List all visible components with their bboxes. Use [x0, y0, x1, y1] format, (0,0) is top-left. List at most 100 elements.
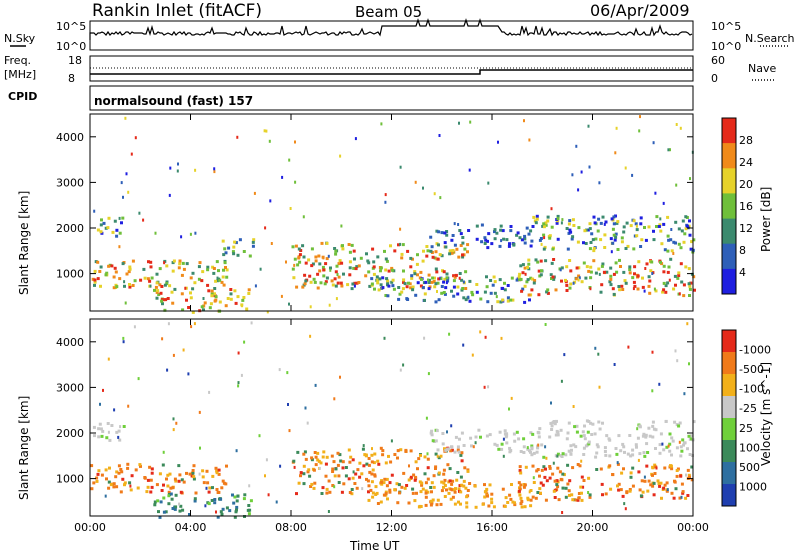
scatter-cell: [631, 173, 634, 177]
scatter-cell: [375, 275, 379, 279]
scatter-cell: [571, 218, 575, 222]
scatter-cell: [410, 274, 414, 278]
scatter-cell: [690, 465, 694, 469]
scatter-cell: [674, 487, 678, 491]
scatter-cell: [288, 158, 291, 162]
scatter-cell: [386, 497, 389, 501]
scatter-cell: [680, 229, 684, 233]
scatter-cell: [400, 290, 404, 294]
scatter-cell: [553, 479, 557, 483]
scatter-cell: [495, 231, 499, 235]
scatter-cell: [340, 284, 344, 288]
scatter-cell: [396, 501, 400, 505]
scatter-cell: [512, 432, 516, 436]
scatter-cell: [523, 505, 527, 509]
nsky-panel-frame: [89, 20, 694, 51]
scatter-cell: [225, 275, 229, 279]
scatter-cell: [666, 270, 670, 274]
scatter-cell: [509, 298, 513, 302]
scatter-cell: [640, 479, 644, 483]
scatter-cell: [609, 283, 613, 287]
scatter-cell: [390, 473, 394, 477]
scatter-cell: [659, 481, 663, 485]
scatter-cell: [242, 296, 246, 299]
scatter-cell: [654, 428, 658, 432]
scatter-cell: [451, 479, 455, 483]
scatter-cell: [119, 425, 122, 429]
scatter-cell: [486, 246, 490, 250]
scatter-cell: [580, 475, 584, 479]
scatter-cell: [619, 488, 623, 492]
scatter-cell: [224, 482, 228, 486]
scatter-cell: [402, 278, 406, 282]
scatter-cell: [460, 278, 464, 282]
scatter-cell: [433, 256, 437, 260]
scatter-cell: [348, 250, 352, 254]
scatter-cell: [625, 221, 629, 225]
scatter-cell: [548, 236, 552, 240]
scatter-cell: [314, 455, 318, 459]
scatter-cell: [121, 477, 125, 481]
scatter-cell: [667, 238, 671, 242]
scatter-cell: [453, 222, 456, 226]
scatter-cell: [291, 245, 295, 249]
scatter-cell: [544, 467, 547, 471]
scatter-cell: [278, 368, 281, 372]
scatter-cell: [493, 291, 497, 295]
scatter-cell: [215, 510, 217, 514]
scatter-cell: [403, 282, 407, 286]
scatter-cell: [651, 389, 654, 393]
scatter-cell: [459, 502, 462, 506]
scatter-cell: [658, 484, 662, 488]
scatter-cell: [685, 224, 689, 228]
scatter-cell: [211, 486, 214, 490]
scatter-cell: [576, 498, 580, 502]
scatter-cell: [665, 489, 669, 493]
scatter-cell: [378, 277, 382, 281]
scatter-cell: [128, 267, 132, 271]
scatter-cell: [188, 472, 192, 476]
scatter-cell: [95, 479, 99, 483]
colorbar-swatch: [722, 143, 736, 169]
scatter-cell: [99, 427, 103, 431]
scatter-cell: [247, 512, 251, 516]
scatter-cell: [449, 497, 453, 501]
scatter-cell: [198, 261, 202, 265]
scatter-cell: [302, 482, 306, 486]
scatter-cell: [164, 298, 168, 302]
scatter-cell: [434, 439, 438, 443]
scatter-cell: [429, 235, 433, 239]
scatter-cell: [490, 492, 494, 496]
scatter-cell: [435, 270, 439, 274]
scatter-cell: [489, 279, 493, 282]
scatter-cell: [220, 280, 224, 284]
scatter-cell: [227, 246, 231, 250]
scatter-cell: [189, 296, 193, 300]
scatter-cell: [601, 493, 604, 497]
scatter-cell: [564, 495, 568, 499]
scatter-cell: [594, 237, 598, 241]
scatter-cell: [475, 224, 479, 228]
scatter-cell: [614, 151, 617, 155]
scatter-cell: [531, 432, 535, 436]
scatter-cell: [534, 258, 538, 262]
scatter-cell: [689, 177, 691, 181]
scatter-cell: [198, 410, 201, 414]
colorbar-tick-label: -1000: [739, 344, 771, 357]
scatter-cell: [647, 479, 651, 483]
scatter-cell: [242, 250, 246, 253]
scatter-cell: [530, 453, 534, 457]
scatter-cell: [306, 470, 310, 474]
scatter-cell: [519, 502, 523, 506]
scatter-cell: [397, 483, 401, 487]
scatter-cell: [451, 495, 455, 499]
scatter-cell: [647, 426, 651, 430]
colorbar-swatch: [722, 374, 736, 397]
scatter-cell: [210, 289, 214, 293]
scatter-cell: [561, 511, 564, 514]
scatter-cell: [173, 287, 177, 291]
scatter-cell: [440, 489, 444, 493]
y-tick-label: 1000: [56, 268, 84, 281]
scatter-cell: [389, 460, 393, 464]
scatter-cell: [435, 229, 439, 233]
